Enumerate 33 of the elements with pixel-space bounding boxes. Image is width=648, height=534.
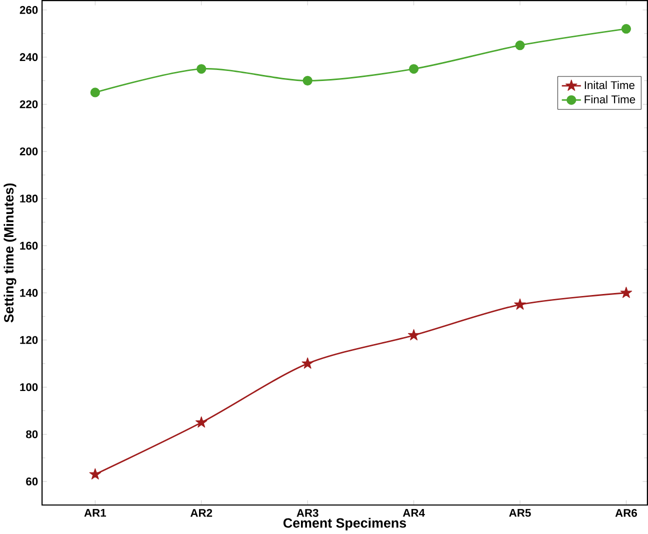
point [408, 64, 419, 74]
y-tick-label: 80 [26, 430, 38, 438]
y-tick-label: 60 [26, 477, 38, 486]
point [90, 88, 100, 98]
x-axis-title: Cement Specimens [283, 518, 406, 530]
point [196, 64, 206, 74]
y-axis-title: Setting time (Minutes) [4, 183, 16, 322]
y-tick-label: 140 [20, 288, 38, 297]
point [196, 416, 208, 428]
point [514, 298, 526, 310]
point [302, 76, 312, 86]
x-tick-label: AR1 [84, 508, 106, 517]
y-tick-label: 220 [20, 100, 38, 108]
y-tick-label: 180 [20, 194, 38, 202]
y-tick-label: 100 [20, 383, 38, 392]
y-tick-label: 200 [20, 147, 38, 156]
y-tick-label: 120 [20, 336, 38, 344]
point [620, 286, 632, 298]
point [515, 40, 525, 50]
point [89, 468, 102, 480]
x-tick-label: AR2 [190, 508, 212, 517]
point [302, 357, 314, 369]
y-tick-label: 240 [20, 53, 38, 62]
legend-label: Inital Time [584, 80, 634, 90]
point [408, 329, 420, 340]
x-tick-label: AR5 [509, 508, 531, 517]
point [621, 24, 632, 34]
y-tick-label: 260 [20, 6, 38, 14]
x-tick-label: AR3 [296, 508, 318, 517]
y-tick-label: 160 [20, 242, 38, 250]
x-tick-label: AR6 [615, 508, 637, 517]
legend-label: Final Time [584, 95, 636, 104]
x-tick-label: AR4 [402, 508, 425, 517]
